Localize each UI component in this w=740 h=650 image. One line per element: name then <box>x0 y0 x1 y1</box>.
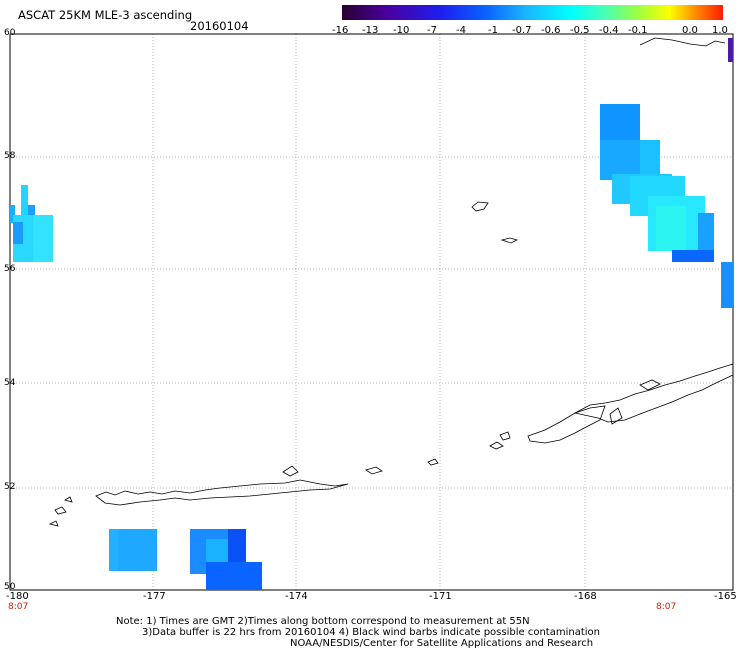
lon-label: -171 <box>429 591 452 602</box>
colorbar-label: -0.5 <box>570 25 590 36</box>
colorbar-label: -4 <box>456 25 466 36</box>
colorbar-label: 0.0 <box>682 25 698 36</box>
swath-time: 8:07 <box>8 602 29 612</box>
colorbar-label: 1.0 <box>712 25 728 36</box>
note-line-3: NOAA/NESDIS/Center for Satellite Applica… <box>290 638 594 649</box>
lon-label: -180 <box>6 591 29 602</box>
lat-label: 54 <box>4 378 16 388</box>
colorbar-label: -0.1 <box>628 25 648 36</box>
map-date: 20160104 <box>190 19 249 33</box>
colorbar-label: -10 <box>393 25 410 36</box>
lon-label: -177 <box>143 591 166 602</box>
colorbar-label: -0.4 <box>599 25 619 36</box>
map-frame <box>9 33 734 591</box>
colorbar-label: -16 <box>332 25 349 36</box>
colorbar-label: -7 <box>427 25 437 36</box>
coastline <box>48 37 734 527</box>
graticule <box>10 34 733 590</box>
colorbar-label: -13 <box>362 25 379 36</box>
note-line-2: 3)Data buffer is 22 hrs from 20160104 4)… <box>142 627 600 638</box>
wind-cells-west <box>10 185 53 262</box>
wind-cells-south <box>109 529 262 590</box>
wind-cells-east <box>600 38 733 308</box>
lat-label: 58 <box>4 151 16 161</box>
lat-label: 56 <box>4 264 16 274</box>
swath-time: 8:07 <box>656 602 677 612</box>
colorbar-label: -0.6 <box>541 25 561 36</box>
lat-label: 52 <box>4 482 16 492</box>
colorbar-label: -1 <box>488 25 498 36</box>
lat-label: 50 <box>4 582 16 592</box>
map-title: ASCAT 25KM MLE-3 ascending <box>18 8 193 22</box>
lon-label: -168 <box>574 591 597 602</box>
lon-label: -165 <box>714 591 737 602</box>
colorbar-label: -0.7 <box>512 25 532 36</box>
lat-label: 60 <box>4 28 16 38</box>
note-line-1: Note: 1) Times are GMT 2)Times along bot… <box>116 616 530 627</box>
lon-label: -174 <box>285 591 308 602</box>
colorbar <box>342 5 723 20</box>
